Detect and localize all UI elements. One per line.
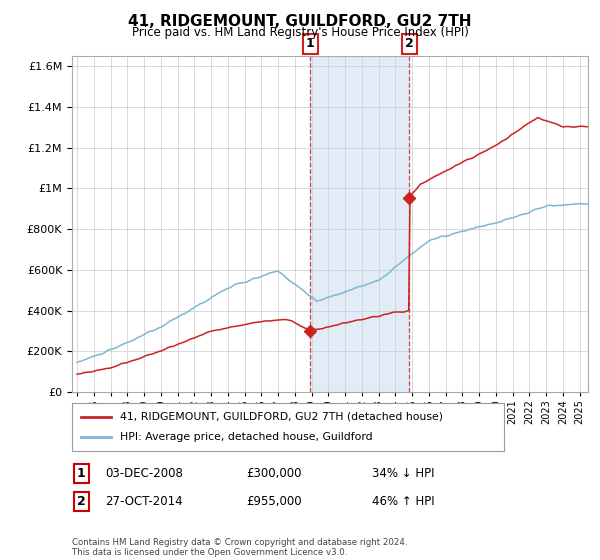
Text: 1: 1 bbox=[77, 466, 85, 480]
Text: 41, RIDGEMOUNT, GUILDFORD, GU2 7TH: 41, RIDGEMOUNT, GUILDFORD, GU2 7TH bbox=[128, 14, 472, 29]
Bar bbox=[310, 56, 409, 392]
Text: £955,000: £955,000 bbox=[246, 494, 302, 508]
Text: 2: 2 bbox=[405, 38, 413, 50]
Text: Price paid vs. HM Land Registry's House Price Index (HPI): Price paid vs. HM Land Registry's House … bbox=[131, 26, 469, 39]
Text: 1: 1 bbox=[306, 38, 314, 50]
Text: HPI: Average price, detached house, Guildford: HPI: Average price, detached house, Guil… bbox=[119, 432, 372, 442]
Text: 27-OCT-2014: 27-OCT-2014 bbox=[105, 494, 182, 508]
Text: 34% ↓ HPI: 34% ↓ HPI bbox=[372, 466, 434, 480]
Text: 2: 2 bbox=[77, 494, 85, 508]
Text: £300,000: £300,000 bbox=[246, 466, 302, 480]
Text: Contains HM Land Registry data © Crown copyright and database right 2024.
This d: Contains HM Land Registry data © Crown c… bbox=[72, 538, 407, 557]
FancyBboxPatch shape bbox=[72, 403, 504, 451]
Text: 41, RIDGEMOUNT, GUILDFORD, GU2 7TH (detached house): 41, RIDGEMOUNT, GUILDFORD, GU2 7TH (deta… bbox=[119, 412, 443, 422]
Text: 03-DEC-2008: 03-DEC-2008 bbox=[105, 466, 183, 480]
Text: 46% ↑ HPI: 46% ↑ HPI bbox=[372, 494, 434, 508]
